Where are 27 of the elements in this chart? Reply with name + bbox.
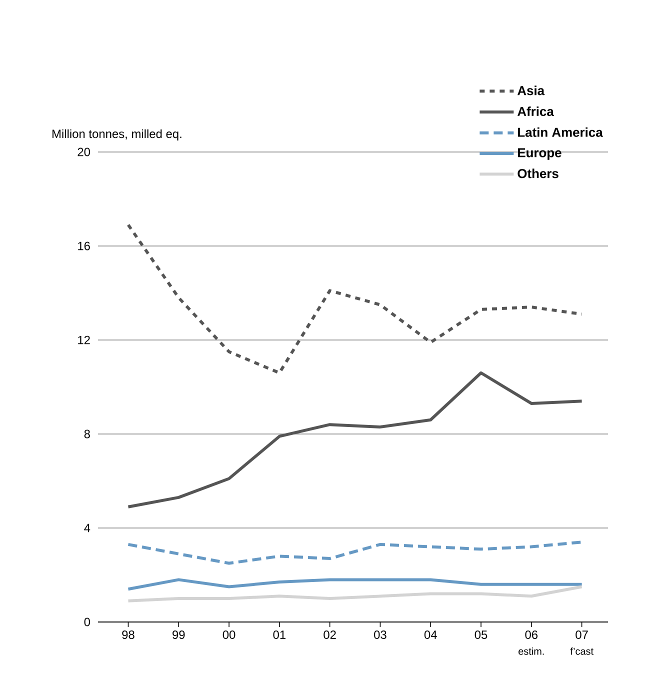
x-tick-label: 01: [273, 630, 286, 639]
x-tick-label: 00: [222, 630, 236, 639]
x-tick-label: 05: [474, 630, 488, 639]
legend-label: Europe: [518, 148, 562, 160]
legend-label: Asia: [518, 86, 545, 96]
x-tick-label: 07: [576, 630, 588, 639]
x-tick-label: 98: [122, 630, 134, 639]
legend-label: Latin America: [518, 127, 603, 137]
y-tick-label: 4: [84, 524, 90, 532]
y-tick-label: 16: [78, 242, 90, 250]
legend-label: Others: [518, 168, 558, 178]
y-axis-title: Million tonnes, milled eq.: [52, 129, 182, 140]
x-tick-label: 04: [424, 630, 437, 639]
y-tick-label: 20: [78, 148, 90, 156]
y-tick-label: 8: [84, 430, 90, 438]
line-series: [126, 540, 584, 565]
x-tick-label: 06: [525, 630, 538, 639]
text: estim.: [518, 648, 544, 655]
x-tick-label: 03: [374, 630, 386, 639]
x-tick-label: 99: [172, 630, 185, 639]
x-tick-label: 02: [324, 630, 336, 639]
legend-label: Africa: [518, 106, 554, 116]
y-tick-label: 0: [84, 618, 90, 626]
line-series: [126, 371, 584, 508]
y-tick-label: 12: [78, 336, 90, 344]
text: f’cast: [570, 648, 594, 655]
line-series: [126, 223, 584, 374]
